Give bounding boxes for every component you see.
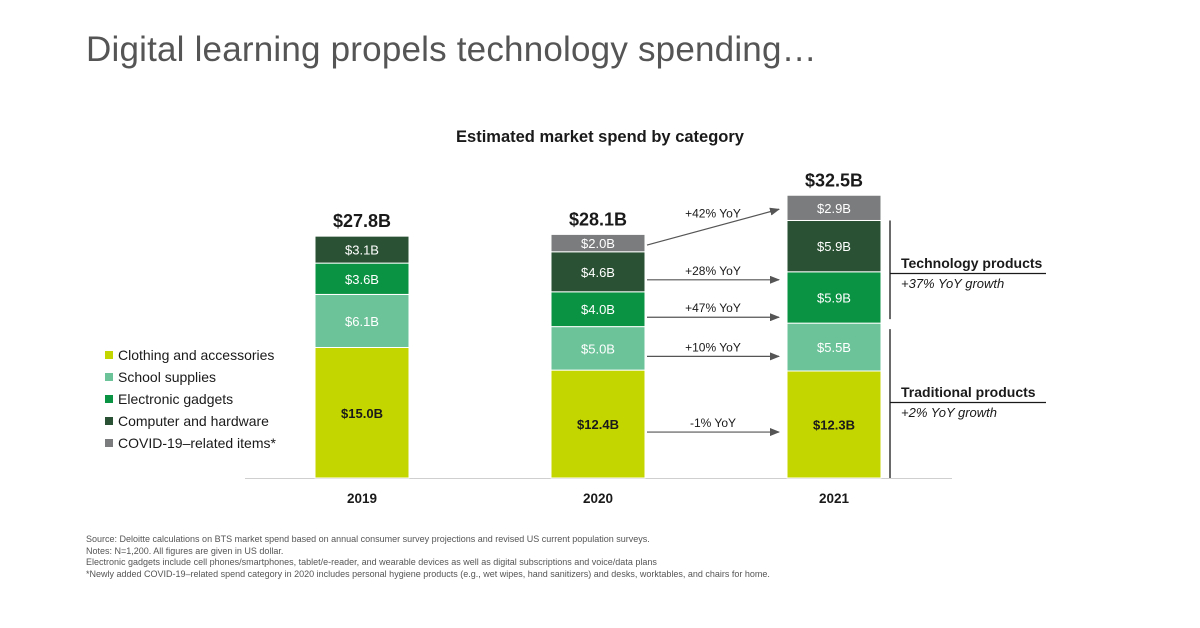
bar-value-label: $5.0B <box>581 341 615 356</box>
group-subtitle: +2% YoY growth <box>901 405 997 420</box>
bar-value-label: $5.9B <box>817 290 851 305</box>
x-tick-label: 2019 <box>347 491 377 506</box>
yoy-label: +10% YoY <box>685 340 741 354</box>
bar-value-label: $12.4B <box>577 417 619 432</box>
bar-value-label: $3.6B <box>345 272 379 287</box>
legend-swatch <box>105 439 113 447</box>
yoy-arrow <box>646 207 780 246</box>
footnote-notes: Notes: N=1,200. All figures are given in… <box>86 545 284 556</box>
bar-total-label: $27.8B <box>333 211 391 231</box>
bar-segment-2021-4 <box>786 194 882 221</box>
legend-label: COVID-19–related items* <box>118 435 277 451</box>
annotations-layer: -1% YoY +10% YoY +47% YoY +28% YoY +42% YoY T… <box>646 206 1046 478</box>
legend: Clothing and accessories School supplies E… <box>105 347 277 451</box>
bar-segment-2020-0 <box>550 369 646 479</box>
bar-total-label: $32.5B <box>805 170 863 190</box>
bar-value-label: $5.9B <box>817 239 851 254</box>
bar-value-label: $6.1B <box>345 314 379 329</box>
x-tick-label: 2021 <box>819 491 850 506</box>
bar-segment-2019-3 <box>314 235 410 264</box>
bar-value-label: $15.0B <box>341 406 383 421</box>
bar-value-label: $2.0B <box>581 236 615 251</box>
x-tick-label: 2020 <box>583 491 613 506</box>
bar-segment-2021-3 <box>786 219 882 273</box>
legend-swatch <box>105 395 113 403</box>
legend-label: School supplies <box>118 369 216 385</box>
bar-value-label: $12.3B <box>813 417 855 432</box>
bar-segment-2019-0 <box>314 347 410 479</box>
yoy-label: +28% YoY <box>685 264 741 278</box>
chart-title: Estimated market spend by category <box>456 128 745 146</box>
bar-value-label: $4.6B <box>581 265 615 280</box>
footnote-source: Source: Deloitte calculations on BTS mar… <box>86 534 650 544</box>
footnote-covid: *Newly added COVID-19–related spend cate… <box>86 568 770 579</box>
footnotes: Source: Deloitte calculations on BTS mar… <box>86 534 770 580</box>
bar-segment-2021-1 <box>786 322 882 372</box>
bar-segment-2021-0 <box>786 370 882 479</box>
footnote-gadgets: Electronic gadgets include cell phones/s… <box>86 557 657 567</box>
bar-segment-2021-2 <box>786 271 882 324</box>
group-subtitle: +37% YoY growth <box>901 276 1004 291</box>
bar-value-label: $2.9B <box>817 201 851 216</box>
bar-segment-2020-1 <box>550 326 646 371</box>
page-headline: Digital learning propels technology spen… <box>86 30 817 69</box>
bar-segment-2019-1 <box>314 293 410 348</box>
yoy-label: +42% YoY <box>685 206 741 220</box>
group-title: Technology products <box>901 255 1043 271</box>
legend-label: Computer and hardware <box>118 413 269 429</box>
group-title: Traditional products <box>901 384 1036 400</box>
legend-label: Clothing and accessories <box>118 347 274 363</box>
yoy-label: +47% YoY <box>685 301 741 315</box>
legend-swatch <box>105 417 113 425</box>
legend-swatch <box>105 373 113 381</box>
bar-value-label: $5.5B <box>817 340 851 355</box>
yoy-label: -1% YoY <box>690 416 736 430</box>
bar-segment-2020-4 <box>550 233 646 253</box>
bar-segment-2020-2 <box>550 291 646 328</box>
bar-value-label: $4.0B <box>581 302 615 317</box>
bar-segment-2020-3 <box>550 251 646 293</box>
bar-value-label: $3.1B <box>345 243 379 258</box>
legend-swatch <box>105 351 113 359</box>
bar-total-label: $28.1B <box>569 209 627 229</box>
legend-label: Electronic gadgets <box>118 391 233 407</box>
bars-layer: $15.0B $6.1B $3.6B $3.1B $27.8B 2019 $12.4B $5.… <box>245 170 952 506</box>
